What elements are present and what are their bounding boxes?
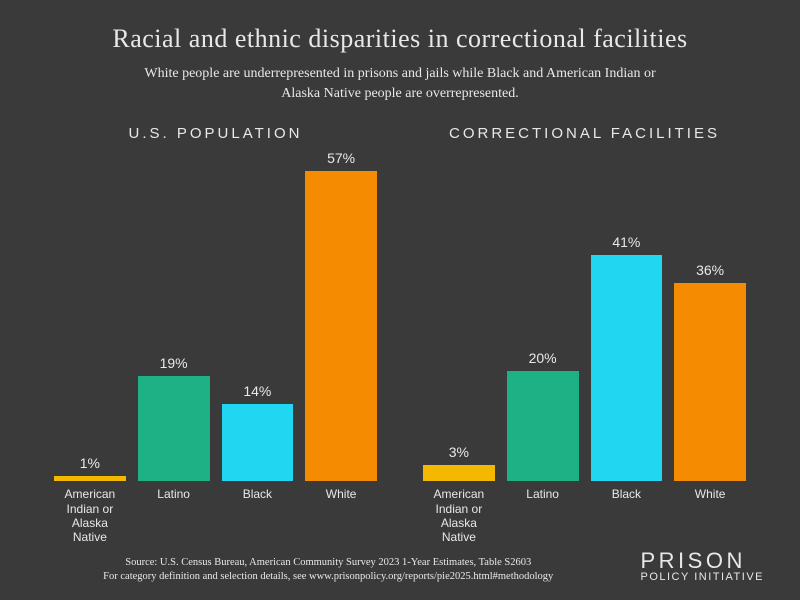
axis-label: Black [591, 487, 663, 545]
bar-col: 19% [138, 150, 210, 481]
axis-label: American Indian or Alaska Native [423, 487, 495, 545]
footer: Source: U.S. Census Bureau, American Com… [36, 551, 764, 584]
axis-label: Latino [138, 487, 210, 545]
bar-value-label: 19% [160, 355, 188, 371]
bar-value-label: 20% [529, 350, 557, 366]
bar-value-label: 41% [612, 234, 640, 250]
bar [222, 404, 294, 481]
bar-value-label: 3% [449, 444, 469, 460]
bar [138, 376, 210, 481]
logo-bottom: POLICY INITIATIVE [640, 572, 764, 582]
bar-col: 1% [54, 150, 126, 481]
chart-title-right: CORRECTIONAL FACILITIES [415, 125, 754, 142]
bar [305, 171, 377, 481]
bar-value-label: 1% [80, 455, 100, 471]
bar-col: 36% [674, 150, 746, 481]
bar [507, 371, 579, 481]
plot-area-right: 3% 20% 41% 36% [415, 150, 754, 481]
axis-label: White [305, 487, 377, 545]
logo: PRISON POLICY INITIATIVE [640, 551, 764, 584]
bar-value-label: 36% [696, 262, 724, 278]
axis-label: Black [222, 487, 294, 545]
bar-col: 41% [591, 150, 663, 481]
axis-labels-right: American Indian or Alaska NativeLatinoBl… [415, 481, 754, 545]
source-text: Source: U.S. Census Bureau, American Com… [36, 556, 620, 584]
bar-col: 14% [222, 150, 294, 481]
logo-top: PRISON [640, 551, 745, 572]
bar [54, 476, 126, 482]
charts-row: U.S. POPULATION 1% 19% 14% 57% American Ind… [36, 125, 764, 544]
plot-area-left: 1% 19% 14% 57% [46, 150, 385, 481]
bar [423, 465, 495, 482]
bar-col: 3% [423, 150, 495, 481]
source-line-1: Source: U.S. Census Bureau, American Com… [125, 557, 531, 568]
axis-label: American Indian or Alaska Native [54, 487, 126, 545]
axis-label: White [674, 487, 746, 545]
bar [591, 255, 663, 481]
subtitle: White people are underrepresented in pri… [140, 64, 660, 103]
source-line-2: For category definition and selection de… [103, 571, 553, 582]
bar-value-label: 14% [243, 383, 271, 399]
axis-labels-left: American Indian or Alaska NativeLatinoBl… [46, 481, 385, 545]
bar-value-label: 57% [327, 150, 355, 166]
chart-correctional: CORRECTIONAL FACILITIES 3% 20% 41% 36% Amer… [415, 125, 754, 544]
chart-title-left: U.S. POPULATION [46, 125, 385, 142]
bar-col: 20% [507, 150, 579, 481]
bar-col: 57% [305, 150, 377, 481]
axis-label: Latino [507, 487, 579, 545]
page-title: Racial and ethnic disparities in correct… [36, 24, 764, 54]
bar [674, 283, 746, 482]
chart-us-population: U.S. POPULATION 1% 19% 14% 57% American Ind… [46, 125, 385, 544]
